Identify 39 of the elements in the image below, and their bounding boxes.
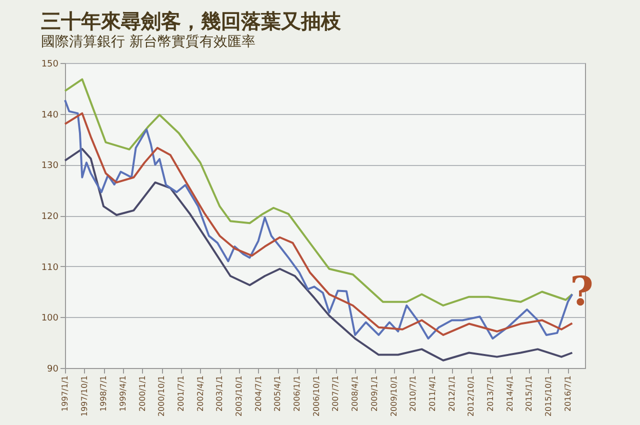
x-tick-label: 2010/7/1 [408, 376, 418, 412]
y-tick-label: 130 [41, 161, 59, 172]
chart-subtitle: 國際清算銀行 新台幣實質有效匯率 [40, 34, 256, 50]
y-tick-label: 120 [41, 212, 59, 222]
x-tick-label: 1999/4/1 [118, 376, 128, 412]
x-tick-label: 2009/10/1 [389, 376, 398, 417]
line-series [64, 78, 574, 306]
x-tick-label: 2011/4/1 [428, 376, 437, 412]
line-series [64, 148, 574, 362]
x-tick-label: 2001/7/1 [176, 376, 186, 412]
x-tick-label: 1997/10/1 [80, 376, 89, 417]
x-tick-label: 2015/10/1 [544, 376, 553, 417]
x-tick-label: 2006/1/1 [292, 376, 302, 412]
x-tick-label: 1997/1/1 [60, 376, 70, 412]
x-tick-label: 2003/1/1 [215, 376, 224, 412]
x-tick-label: 2005/4/1 [273, 376, 282, 412]
x-tick-label: 2004/7/1 [254, 376, 263, 412]
y-tick-label: 110 [41, 262, 59, 273]
x-tick-label: 2009/1/1 [370, 376, 379, 412]
x-tick-label: 2003/10/1 [234, 376, 244, 417]
y-tick-label: 150 [41, 60, 59, 70]
x-tick-label: 2008/4/1 [350, 376, 360, 412]
x-tick-label: 2014/4/1 [505, 376, 514, 412]
x-tick-label: 2000/10/1 [157, 376, 166, 417]
x-tick-label: 1998/7/1 [99, 376, 108, 412]
annotation: ? [570, 268, 594, 315]
x-tick-label: 2013/7/1 [486, 376, 495, 412]
y-tick-label: 90 [47, 364, 59, 374]
x-tick-label: 2012/10/1 [466, 376, 476, 417]
x-tick-label: 2015/1/1 [524, 376, 534, 412]
x-tick-label: 2007/7/1 [331, 376, 340, 412]
x-tick-label: 2006/10/1 [312, 376, 321, 417]
x-tick-label: 2002/4/1 [196, 376, 205, 412]
y-tick-label: 100 [41, 314, 59, 324]
y-tick-label: 140 [41, 110, 59, 120]
x-tick-label: 2000/1/1 [138, 376, 147, 412]
x-tick-label: 2012/1/1 [447, 376, 456, 412]
x-tick-label: 2016/7/1 [563, 376, 572, 412]
chart-title: 三十年來尋劍客，幾回落葉又抽枝 [40, 9, 342, 33]
